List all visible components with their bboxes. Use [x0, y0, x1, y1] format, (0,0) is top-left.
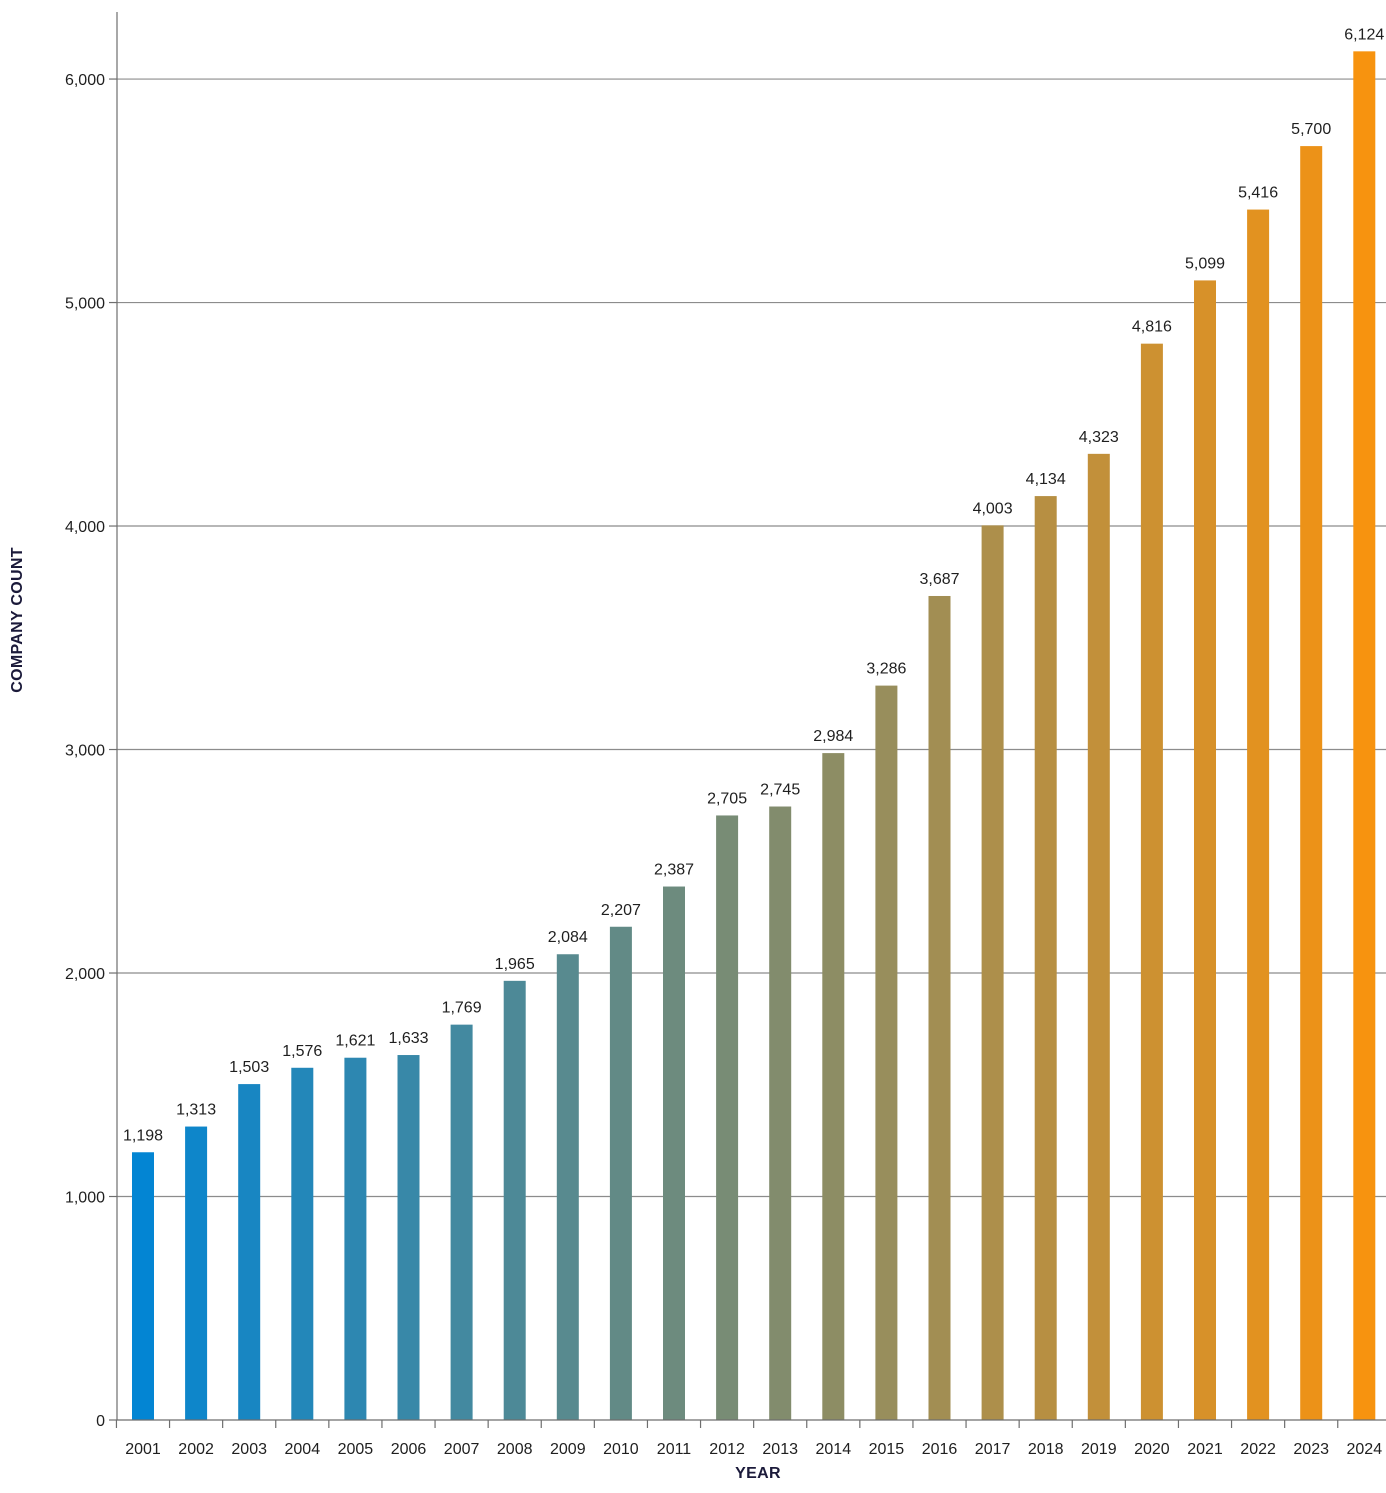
axes [109, 12, 1386, 1428]
x-tick-label: 2021 [1187, 1441, 1223, 1458]
bar [1353, 51, 1376, 1421]
x-tick-label: 2017 [975, 1441, 1011, 1458]
x-tick-label: 2006 [391, 1441, 427, 1458]
bar [769, 806, 792, 1420]
data-label: 1,769 [442, 1000, 482, 1017]
bar [609, 926, 632, 1420]
data-label: 2,084 [548, 929, 588, 946]
x-tick-label: 2010 [603, 1441, 639, 1458]
data-label: 3,687 [919, 571, 959, 588]
y-tick-label: 3,000 [65, 743, 105, 760]
data-label: 1,198 [123, 1127, 163, 1144]
bar [1247, 209, 1270, 1420]
bar [291, 1067, 314, 1420]
data-label: 2,705 [707, 790, 747, 807]
bar [238, 1084, 261, 1420]
x-tick-label: 2002 [178, 1441, 214, 1458]
data-label: 1,576 [282, 1043, 322, 1060]
x-tick-label: 2005 [338, 1441, 374, 1458]
bar [928, 595, 951, 1420]
x-tick-label: 2020 [1134, 1441, 1170, 1458]
data-label: 4,003 [973, 500, 1013, 517]
bar [1140, 343, 1163, 1420]
data-label: 5,416 [1238, 185, 1278, 202]
y-tick-label: 1,000 [65, 1190, 105, 1207]
data-label: 2,207 [601, 902, 641, 919]
x-tick-label: 2013 [762, 1441, 798, 1458]
bar [450, 1024, 473, 1420]
bar [822, 753, 845, 1420]
x-tick-label: 2011 [657, 1441, 692, 1458]
x-tick-label: 2014 [816, 1441, 852, 1458]
x-tick-label: 2023 [1293, 1441, 1329, 1458]
y-axis-title: COMPANY COUNT [9, 547, 26, 693]
x-tick-label: 2007 [444, 1441, 480, 1458]
y-tick-label: 4,000 [65, 519, 105, 536]
data-label: 3,286 [866, 661, 906, 678]
bar [663, 886, 685, 1420]
x-tick-label: 2003 [231, 1441, 267, 1458]
data-label: 6,124 [1344, 26, 1384, 43]
data-label: 1,503 [229, 1059, 269, 1076]
data-label: 1,633 [388, 1030, 428, 1047]
data-label: 2,387 [654, 862, 694, 879]
bar [397, 1055, 420, 1420]
bar [1087, 453, 1110, 1420]
x-tick-label: 2022 [1240, 1441, 1276, 1458]
bar [503, 980, 526, 1420]
data-label: 1,621 [335, 1033, 375, 1050]
x-tick-label: 2018 [1028, 1441, 1064, 1458]
y-tick-label: 2,000 [65, 966, 105, 983]
x-tick-label: 2015 [869, 1441, 905, 1458]
x-tick-label: 2012 [709, 1441, 745, 1458]
bars [132, 51, 1376, 1421]
data-label: 2,984 [813, 728, 853, 745]
gridlines [117, 78, 1386, 1198]
bar [556, 954, 579, 1420]
bar [344, 1057, 367, 1420]
x-tick-label: 2001 [125, 1441, 161, 1458]
bar [716, 815, 739, 1420]
bar [1300, 146, 1323, 1421]
x-tick-label: 2008 [497, 1441, 533, 1458]
y-tick-label: 5,000 [65, 296, 105, 313]
data-label: 4,323 [1079, 429, 1119, 446]
data-label: 5,700 [1291, 121, 1331, 138]
x-tick-label: 2024 [1347, 1441, 1383, 1458]
labels: 0 1,000 2,000 3,000 4,000 5,000 6,000 1,198 2001… [65, 26, 1384, 1458]
data-label: 4,816 [1132, 319, 1172, 336]
bar [132, 1152, 154, 1420]
bar [185, 1126, 208, 1420]
x-tick-label: 2004 [285, 1441, 321, 1458]
x-tick-label: 2019 [1081, 1441, 1117, 1458]
data-label: 5,099 [1185, 255, 1225, 272]
x-tick-label: 2009 [550, 1441, 586, 1458]
y-tick-label: 6,000 [65, 72, 105, 89]
y-tick-label: 0 [96, 1413, 105, 1430]
data-label: 4,134 [1026, 471, 1066, 488]
data-label: 1,313 [176, 1102, 216, 1119]
bar [1034, 496, 1057, 1420]
bar [875, 685, 898, 1420]
data-label: 2,745 [760, 782, 800, 799]
bar [981, 525, 1004, 1420]
x-tick-label: 2016 [922, 1441, 958, 1458]
bar [1194, 280, 1216, 1421]
data-label: 1,965 [495, 956, 535, 973]
x-axis-title: YEAR [735, 1465, 781, 1482]
